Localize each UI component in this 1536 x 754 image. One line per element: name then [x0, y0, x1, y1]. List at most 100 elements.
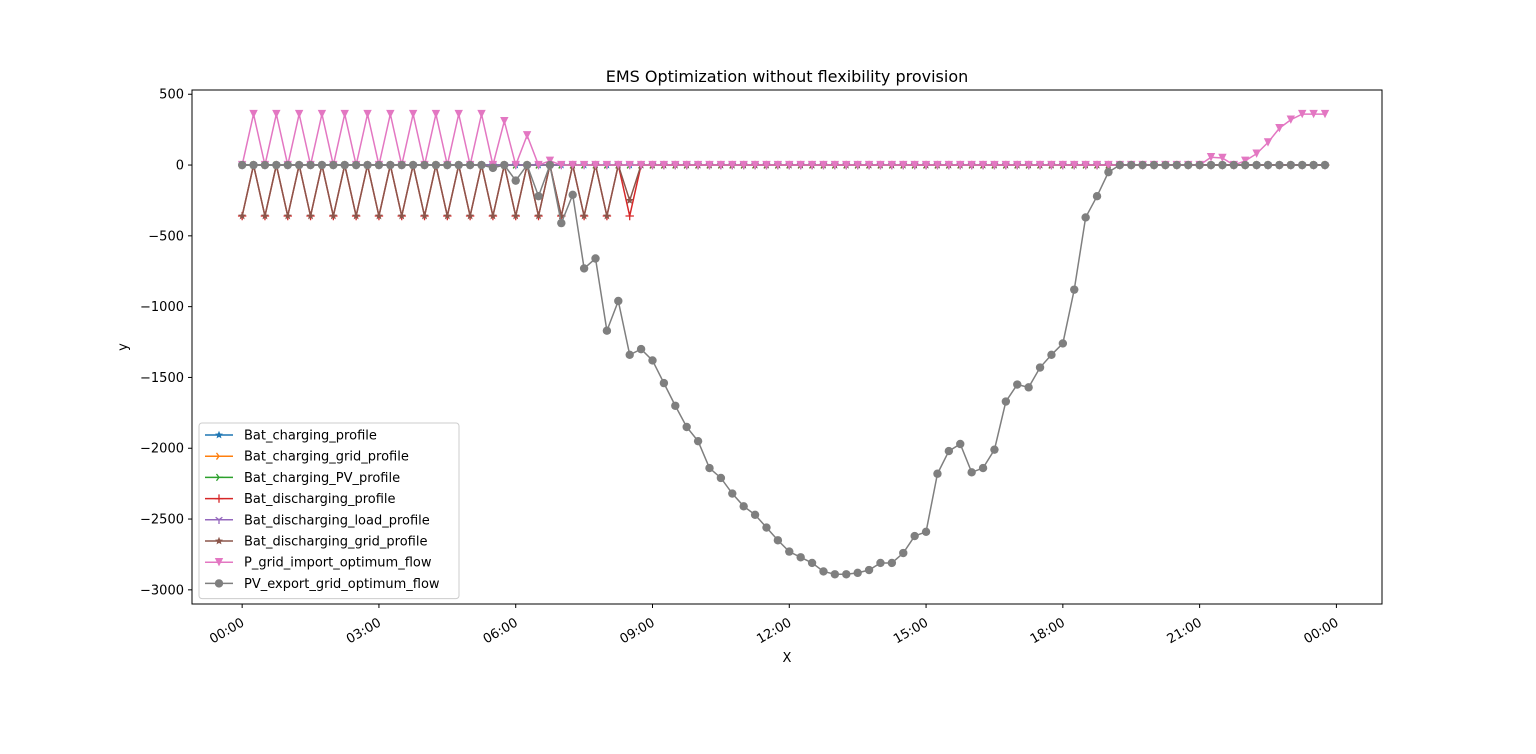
data-point [454, 160, 463, 170]
data-point [682, 422, 691, 432]
data-point [1024, 160, 1033, 170]
data-point [602, 160, 612, 170]
data-point [944, 160, 954, 170]
data-point [1195, 160, 1204, 170]
data-point [420, 160, 429, 170]
data-point [1001, 397, 1011, 406]
data-point [1013, 160, 1022, 170]
data-point [1206, 160, 1216, 170]
data-point [1320, 160, 1330, 170]
data-point [1184, 160, 1193, 170]
y-axis-label: y [116, 343, 131, 351]
data-point [397, 160, 406, 170]
data-point [659, 378, 669, 388]
data-point [614, 296, 623, 306]
legend-item: Bat_discharging_load_profile [205, 513, 430, 528]
y-tick-label: −2000 [140, 442, 184, 457]
legend-label: Bat_charging_PV_profile [244, 471, 400, 486]
data-point [511, 160, 520, 170]
data-point [477, 109, 486, 119]
data-point [363, 109, 372, 119]
data-point [545, 156, 555, 165]
data-point [956, 160, 965, 170]
data-point [1263, 138, 1273, 147]
data-point [557, 218, 566, 228]
data-point [1241, 156, 1250, 165]
data-point [1218, 160, 1227, 170]
data-point [1013, 380, 1022, 389]
data-point [1161, 160, 1170, 170]
data-point [899, 548, 908, 558]
chart-title: EMS Optimization without flexibility pro… [606, 67, 969, 86]
data-point [352, 211, 361, 220]
legend-item: Bat_charging_profile [205, 429, 377, 444]
data-point [967, 468, 976, 477]
data-point [887, 558, 897, 568]
data-point [671, 401, 680, 410]
data-point [773, 160, 783, 170]
data-point [522, 131, 532, 140]
data-point [500, 160, 509, 170]
data-point [1241, 160, 1250, 170]
data-point [238, 211, 247, 220]
data-point [557, 160, 566, 170]
data-point [864, 160, 874, 170]
data-point [317, 160, 327, 170]
data-point [636, 160, 646, 170]
data-point [374, 160, 384, 170]
data-point [1070, 160, 1079, 170]
data-point [671, 160, 680, 170]
data-point [1104, 167, 1113, 177]
legend-box [198, 422, 460, 600]
data-point [488, 211, 497, 220]
data-point [408, 160, 418, 170]
data-point [636, 344, 646, 354]
data-point [1127, 160, 1136, 170]
data-point [591, 160, 600, 170]
data-point [568, 160, 577, 170]
data-point [568, 190, 577, 199]
y-tick-label: 0 [176, 159, 184, 174]
legend-marker [215, 430, 223, 439]
legend-marker [215, 516, 223, 524]
data-point [705, 463, 714, 473]
data-point [1081, 213, 1090, 222]
data-point [625, 350, 634, 359]
data-point [1047, 160, 1056, 170]
data-point [807, 160, 817, 170]
data-point [807, 558, 817, 568]
data-point [796, 160, 805, 170]
y-tick-label: −2500 [140, 513, 184, 528]
data-point [500, 116, 509, 126]
data-point [728, 160, 737, 170]
data-point [693, 160, 703, 170]
data-point [933, 160, 942, 170]
data-point [921, 527, 931, 536]
data-point [728, 489, 737, 498]
data-point [1286, 115, 1296, 124]
data-point [625, 160, 634, 170]
data-point [1058, 160, 1068, 170]
data-point [522, 160, 532, 170]
data-point [785, 160, 794, 170]
data-point [431, 109, 441, 119]
data-point [306, 160, 315, 170]
plot-area [237, 109, 1330, 579]
data-point [534, 211, 543, 220]
legend-marker [215, 452, 224, 460]
data-point [842, 570, 851, 579]
data-point [534, 160, 543, 170]
data-point [1001, 160, 1011, 170]
data-point [340, 160, 349, 170]
data-point [1275, 124, 1284, 133]
data-point [853, 568, 862, 578]
data-point [830, 570, 840, 579]
data-point [1206, 153, 1216, 162]
data-point [693, 436, 703, 446]
data-point [762, 523, 771, 532]
legend-item: Bat_charging_grid_profile [205, 450, 409, 465]
plot-frame [191, 89, 1383, 605]
data-point [830, 160, 840, 170]
legend-marker [215, 473, 224, 482]
data-point [443, 211, 452, 220]
